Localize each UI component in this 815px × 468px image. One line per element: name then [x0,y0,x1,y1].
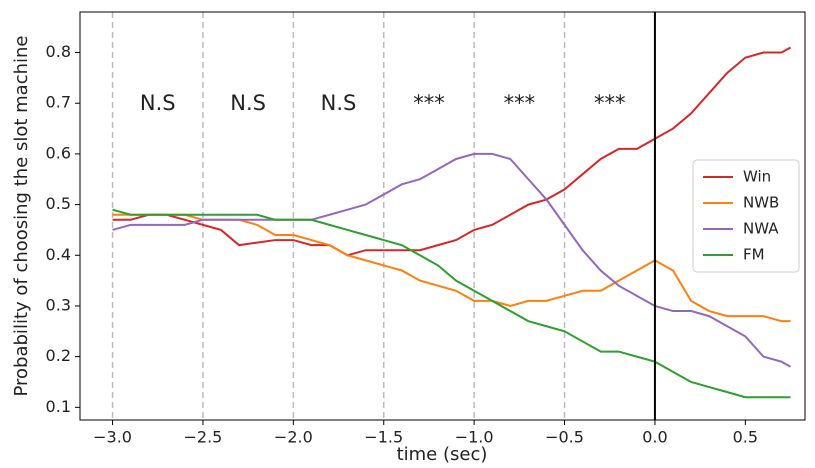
y-axis-label: Probability of choosing the slot machine [11,36,32,397]
annotation: *** [413,91,445,115]
x-tick-label: 0.0 [642,428,667,447]
annotation: N.S [321,91,357,115]
x-tick-label: −3.0 [93,428,132,447]
series-line [112,208,791,399]
y-tick-label: 0.1 [46,397,71,416]
annotation: *** [594,91,626,115]
annotation: N.S [140,91,176,115]
y-tick-label: 0.7 [46,93,71,112]
y-tick-label: 0.4 [46,245,71,264]
x-tick-label: −2.0 [274,428,313,447]
legend-box [692,159,800,273]
x-tick-label: 0.5 [733,428,758,447]
legend-label: Win [743,168,771,186]
y-tick-label: 0.2 [46,346,71,365]
legend-label: FM [743,246,765,264]
legend-label: NWB [743,194,779,212]
annotation: N.S [230,91,266,115]
x-tick-label: −1.0 [455,428,494,447]
x-axis-label: time (sec) [397,444,488,465]
x-tick-label: −1.5 [364,428,403,447]
series-line [112,152,792,368]
y-tick-label: 0.3 [46,295,71,314]
x-tick-label: −0.5 [545,428,584,447]
plot-frame [79,11,806,421]
series-line [112,213,791,323]
legend-label: NWA [743,220,779,238]
y-tick-label: 0.8 [46,42,71,61]
y-tick-label: 0.5 [46,194,71,213]
x-tick-label: −2.5 [184,428,223,447]
annotation: *** [504,91,536,115]
series-line [112,46,792,257]
y-tick-label: 0.6 [46,143,71,162]
